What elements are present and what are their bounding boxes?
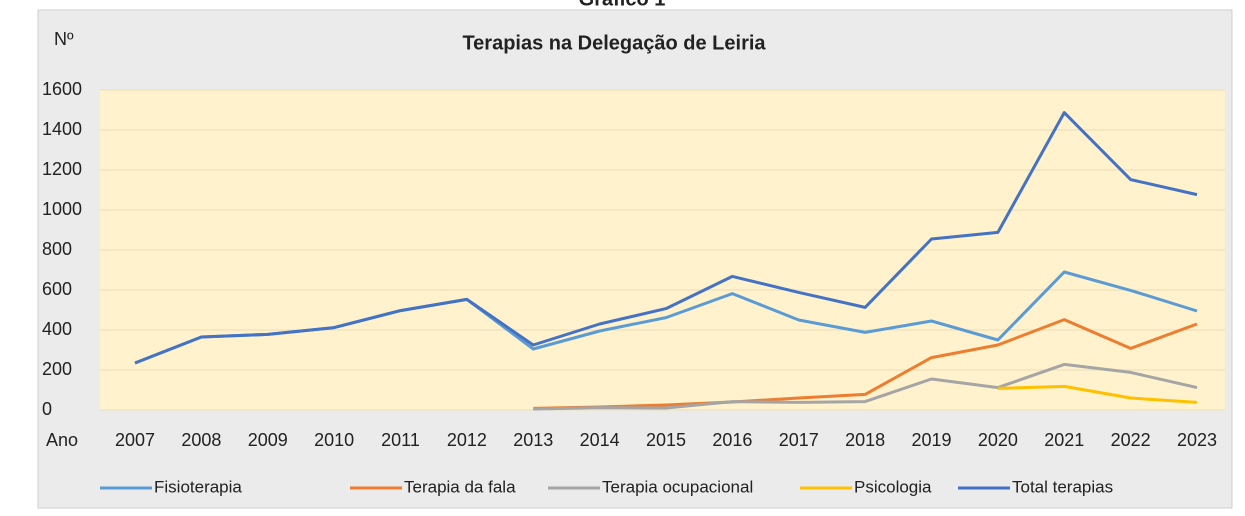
x-tick-label: 2009 — [248, 430, 288, 450]
y-tick-label: 600 — [42, 279, 72, 299]
legend-label: Total terapias — [1012, 477, 1113, 496]
x-tick-label: 2023 — [1177, 430, 1217, 450]
y-tick-label: 1600 — [42, 79, 82, 99]
x-tick-label: 2013 — [513, 430, 553, 450]
x-tick-label: 2011 — [381, 430, 420, 450]
series-line — [533, 362, 1198, 411]
x-tick-label: 2012 — [447, 430, 487, 450]
y-tick-label: 1000 — [42, 199, 82, 219]
x-tick-label: 2015 — [646, 430, 686, 450]
chart-title: Terapias na Delegação de Leiria — [462, 32, 766, 54]
caption: Gráfico 1 — [579, 0, 666, 10]
x-tick-label: 2021 — [1044, 430, 1084, 450]
y-tick-label: 1200 — [42, 159, 82, 179]
x-tick-label: 2007 — [115, 430, 155, 450]
legend-label: Psicologia — [854, 477, 932, 496]
x-tick-label: 2010 — [314, 430, 354, 450]
x-tick-label: 2018 — [845, 430, 885, 450]
y-axis-label: Nº — [54, 29, 74, 49]
x-axis-label: Ano — [46, 430, 78, 450]
y-tick-label: 400 — [42, 319, 72, 339]
legend-label: Terapia da fala — [404, 477, 516, 496]
y-tick-label: 200 — [42, 359, 72, 379]
series-line — [997, 384, 1198, 404]
legend-label: Fisioterapia — [154, 477, 242, 496]
series-line — [533, 318, 1198, 410]
y-tick-label: 0 — [42, 399, 52, 419]
x-tick-label: 2014 — [580, 430, 620, 450]
x-tick-label: 2016 — [712, 430, 752, 450]
x-tick-label: 2020 — [978, 430, 1018, 450]
x-tick-label: 2017 — [779, 430, 819, 450]
x-tick-label: 2008 — [181, 430, 221, 450]
x-tick-label: 2022 — [1111, 430, 1151, 450]
y-tick-label: 800 — [42, 239, 72, 259]
x-tick-label: 2019 — [911, 430, 951, 450]
series-line — [134, 111, 1198, 365]
y-tick-label: 1400 — [42, 119, 82, 139]
legend-label: Terapia ocupacional — [602, 477, 753, 496]
